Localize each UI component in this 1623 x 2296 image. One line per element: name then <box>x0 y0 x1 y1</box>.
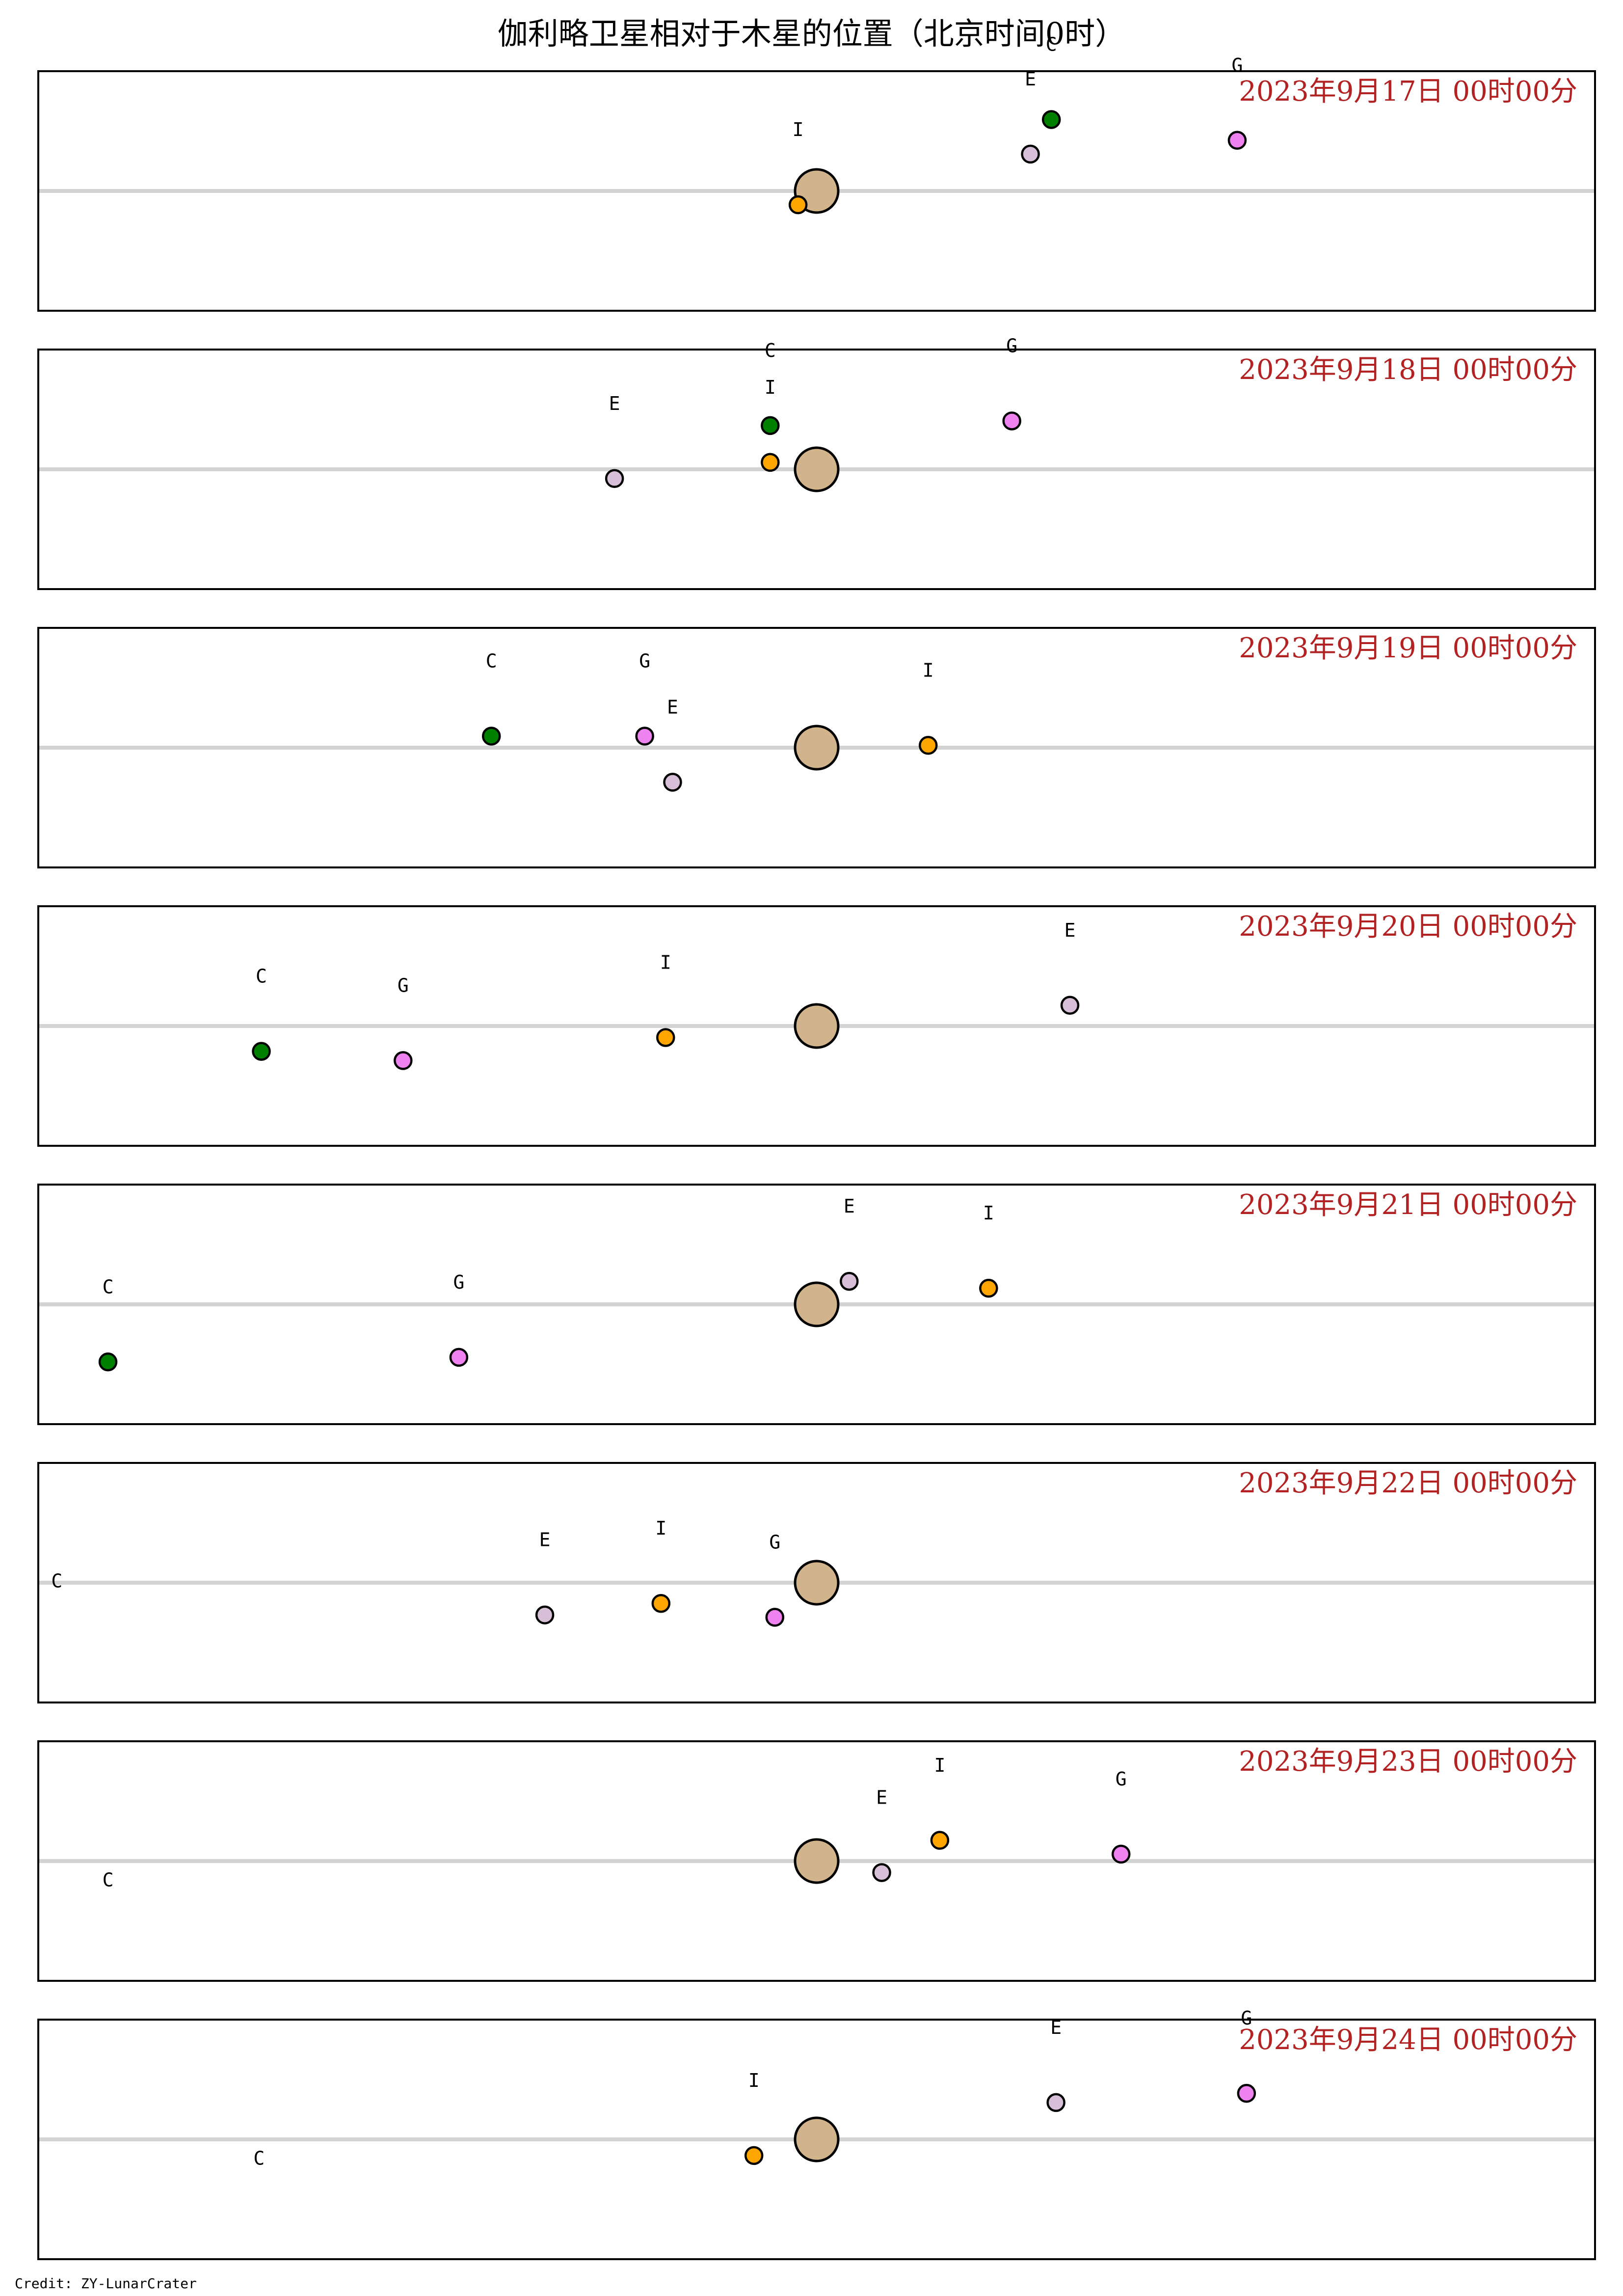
callisto-point <box>98 1352 118 1372</box>
callisto-point <box>761 416 780 435</box>
europa-point <box>663 773 682 792</box>
europa-label: E <box>1064 919 1076 941</box>
europa-label: E <box>1025 68 1036 90</box>
jupiter-disc <box>794 1560 840 1606</box>
callisto-label: C <box>51 1570 62 1592</box>
ganymede-label: G <box>639 650 650 672</box>
date-label: 2023年9月20日 00时00分 <box>1239 911 1577 943</box>
ganymede-point <box>1237 2083 1256 2103</box>
io-label: I <box>660 951 671 973</box>
panel-5: 2023年9月21日 00时00分 C G E I <box>37 1184 1596 1425</box>
io-point <box>930 1831 950 1850</box>
jupiter-disc <box>794 2116 840 2162</box>
io-label: I <box>765 377 776 398</box>
date-label: 2023年9月23日 00时00分 <box>1239 1746 1577 1778</box>
chart-title: 伽利略卫星相对于木星的位置（北京时间0时） <box>497 16 1126 52</box>
ganymede-point <box>449 1348 469 1367</box>
callisto-point <box>481 727 501 746</box>
europa-label: E <box>609 393 620 414</box>
europa-point <box>872 1863 891 1882</box>
callisto-point <box>252 1042 271 1061</box>
jupiter-disc <box>794 1838 840 1884</box>
credit-text: Credit: ZY-LunarCrater <box>15 2275 197 2292</box>
jupiter-disc <box>794 725 840 771</box>
ganymede-point <box>1111 1844 1131 1864</box>
europa-point <box>1046 2093 1065 2112</box>
europa-label: E <box>844 1195 855 1217</box>
europa-point <box>535 1605 555 1624</box>
callisto-label: C <box>765 340 776 361</box>
panel-8: 2023年9月24日 00时00分 C I E G <box>37 2007 1596 2260</box>
europa-point <box>840 1271 859 1291</box>
io-label: I <box>923 659 934 681</box>
ganymede-label: G <box>398 974 409 996</box>
ganymede-point <box>765 1608 785 1627</box>
ganymede-label: G <box>769 1531 780 1553</box>
europa-label: E <box>876 1786 887 1808</box>
ganymede-point <box>635 727 654 746</box>
europa-label: E <box>539 1529 551 1551</box>
ganymede-label: G <box>453 1271 464 1293</box>
date-label: 2023年9月21日 00时00分 <box>1239 1189 1577 1221</box>
europa-label: E <box>667 696 678 718</box>
jupiter-disc <box>794 446 840 492</box>
date-label: 2023年9月19日 00时00分 <box>1239 632 1577 664</box>
io-label: I <box>748 2070 760 2091</box>
ganymede-point <box>394 1051 413 1070</box>
io-point <box>918 736 938 755</box>
jupiter-disc <box>794 1281 840 1327</box>
ganymede-label: G <box>1116 1768 1127 1790</box>
callisto-label: C <box>253 2148 265 2169</box>
callisto-label: C <box>103 1869 114 1891</box>
europa-point <box>605 469 624 488</box>
panel-6: 2023年9月22日 00时00分 C E I G <box>37 1462 1596 1703</box>
callisto-label: C <box>256 966 267 987</box>
callisto-label: C <box>486 650 497 672</box>
ganymede-point <box>1002 411 1021 431</box>
panel-2: 2023年9月18日 00时00分 E CI G <box>37 335 1596 590</box>
panel-3: 2023年9月19日 00时00分 C G E I <box>37 627 1596 868</box>
panel-4: 2023年9月20日 00时00分 C G I E <box>37 905 1596 1147</box>
io-label: I <box>983 1202 994 1224</box>
io-point <box>788 195 808 215</box>
date-label: 2023年9月17日 00时00分 <box>1239 76 1577 108</box>
io-label: I <box>793 119 804 140</box>
io-point <box>744 2146 764 2165</box>
callisto-point <box>1041 110 1061 129</box>
europa-point <box>1021 144 1040 164</box>
io-point <box>656 1028 675 1047</box>
io-point <box>761 453 780 472</box>
ganymede-label: G <box>1241 2007 1252 2029</box>
europa-point <box>1060 996 1080 1015</box>
io-point <box>979 1278 998 1298</box>
date-label: 2023年9月24日 00时00分 <box>1239 2024 1577 2056</box>
ganymede-point <box>1227 131 1247 150</box>
panel-7: 2023年9月23日 00时00分 C E I G <box>37 1740 1596 1982</box>
date-label: 2023年9月22日 00时00分 <box>1239 1467 1577 1499</box>
io-point <box>651 1594 671 1613</box>
ganymede-label: G <box>1006 335 1017 356</box>
io-label: I <box>655 1517 666 1539</box>
date-label: 2023年9月18日 00时00分 <box>1239 354 1577 386</box>
callisto-label: C <box>103 1276 114 1297</box>
jupiter-disc <box>794 1003 840 1049</box>
callisto-label: C <box>1046 34 1057 55</box>
panel-1: 2023年9月17日 00时00分 I EC G <box>37 34 1596 312</box>
io-label: I <box>934 1755 945 1776</box>
europa-label: E <box>1050 2017 1062 2038</box>
ganymede-label: G <box>1231 54 1243 76</box>
